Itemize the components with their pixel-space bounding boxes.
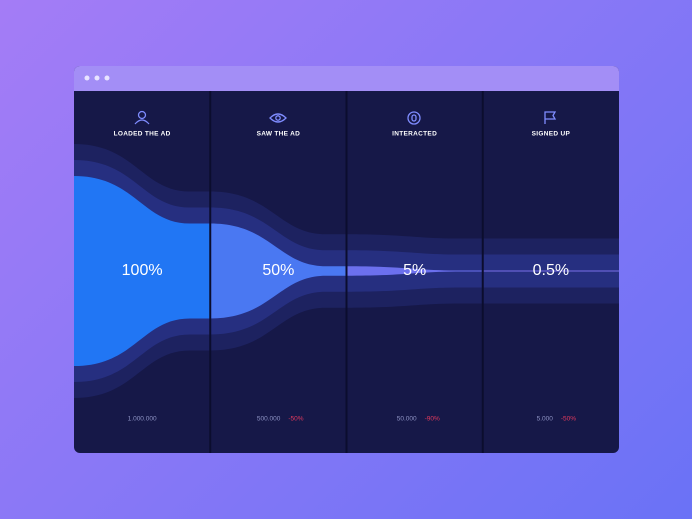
funnel-segment [74, 176, 211, 366]
icons [134, 110, 557, 125]
touch-icon [407, 111, 421, 125]
stage-label: LOADED THE AD [114, 131, 171, 138]
flag-icon [544, 111, 557, 124]
window-dot [104, 75, 110, 81]
value-label: 0.5% [533, 262, 569, 279]
funnel-segment [346, 266, 483, 276]
count-label: 500.000 [257, 416, 281, 423]
window-dot [94, 75, 100, 81]
eye-icon [269, 113, 287, 123]
window-dot [84, 75, 90, 81]
count-label: 50.000 [397, 416, 417, 423]
window [74, 66, 619, 453]
stage-label: SIGNED UP [532, 131, 571, 138]
change-label: -50% [288, 416, 303, 423]
value-label: 5% [403, 262, 426, 279]
change-label: -50% [561, 416, 576, 423]
stage-label: INTERACTED [392, 131, 437, 138]
funnel-segment [210, 223, 347, 319]
value-label: 100% [122, 262, 163, 279]
stage-label: SAW THE AD [257, 131, 301, 138]
title-bar [74, 66, 619, 91]
funnel-segment [482, 270, 619, 272]
count-label: 1.000.000 [128, 416, 157, 423]
funnel [74, 91, 619, 453]
count-label: 5.000 [537, 416, 554, 423]
change-label: -90% [425, 416, 440, 423]
value-label: 50% [262, 262, 294, 279]
user-icon [134, 110, 150, 125]
